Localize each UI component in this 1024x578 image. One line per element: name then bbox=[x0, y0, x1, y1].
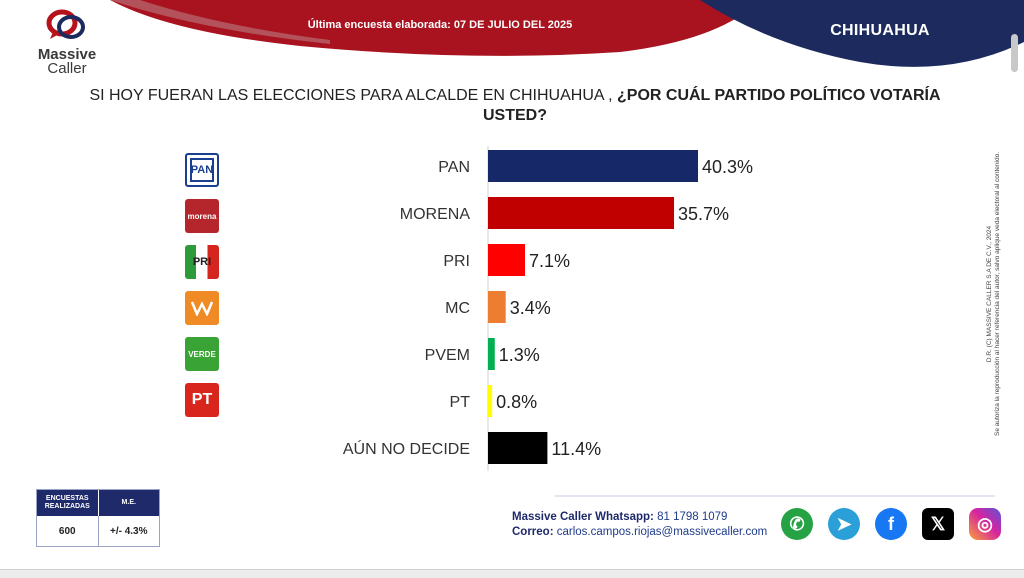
massive-caller-logo: Massive Caller bbox=[30, 8, 104, 80]
value-label: 3.4% bbox=[510, 298, 551, 318]
stats-header-margin: M.E. bbox=[121, 499, 136, 506]
value-label: 1.3% bbox=[499, 345, 540, 365]
instagram-icon[interactable]: ◎ bbox=[969, 508, 1001, 540]
question-plain: SI HOY FUERAN LAS ELECCIONES PARA ALCALD… bbox=[89, 87, 617, 104]
category-label: PVEM bbox=[425, 347, 470, 364]
category-label: PAN bbox=[438, 159, 470, 176]
logo-line2: Caller bbox=[47, 60, 87, 77]
category-label: PRI bbox=[443, 253, 470, 270]
value-label: 7.1% bbox=[529, 251, 570, 271]
bar-mc bbox=[488, 291, 506, 323]
copyright-note: D.R. (C) MASSIVE CALLER S.A DE C.V., 202… bbox=[986, 114, 1001, 474]
telegram-icon[interactable]: ➤ bbox=[828, 508, 860, 540]
whatsapp-number[interactable]: 81 1798 1079 bbox=[657, 511, 728, 523]
category-label: PT bbox=[450, 394, 471, 411]
bar-pan bbox=[488, 150, 698, 182]
contact-info: Massive Caller Whatsapp: 81 1798 1079 Co… bbox=[512, 510, 767, 540]
whatsapp-label: Massive Caller Whatsapp: bbox=[512, 511, 654, 523]
email-address[interactable]: carlos.campos.riojas@massivecaller.com bbox=[556, 526, 768, 538]
survey-date: Última encuesta elaborada: 07 DE JULIO D… bbox=[307, 19, 573, 31]
value-label: 35.7% bbox=[678, 204, 729, 224]
email-label: Correo: bbox=[512, 526, 554, 538]
survey-stats-table: ENCUESTAS REALIZADAS M.E. 600 +/- 4.3% bbox=[36, 489, 160, 547]
bar-pri bbox=[488, 244, 525, 276]
pri-logo-icon: PRI bbox=[185, 245, 219, 279]
chart-title: SI HOY FUERAN LAS ELECCIONES PARA ALCALD… bbox=[80, 86, 950, 126]
category-label: MC bbox=[445, 300, 470, 317]
bar-a-n-no-decide bbox=[488, 432, 548, 464]
footer-divider bbox=[555, 495, 995, 497]
pvem-logo-icon: VERDE bbox=[185, 337, 219, 371]
pan-logo-icon: PAN bbox=[185, 153, 219, 187]
mc-logo-icon bbox=[185, 291, 219, 325]
header-band bbox=[110, 0, 1024, 67]
value-label: 11.4% bbox=[551, 439, 601, 459]
morena-logo-icon: morena bbox=[185, 199, 219, 233]
facebook-icon[interactable]: f bbox=[875, 508, 907, 540]
copyright-line1: D.R. (C) MASSIVE CALLER S.A DE C.V., 202… bbox=[986, 225, 993, 363]
stats-surveys-value: 600 bbox=[37, 516, 99, 546]
x-icon[interactable]: 𝕏 bbox=[922, 508, 954, 540]
value-label: 0.8% bbox=[496, 392, 537, 412]
category-label: MORENA bbox=[400, 206, 471, 223]
whatsapp-icon[interactable]: ✆ bbox=[781, 508, 813, 540]
bar-pvem bbox=[488, 338, 495, 370]
state-name: CHIHUAHUA bbox=[830, 22, 930, 39]
copyright-line2: Se autoriza la reproducción al hacer ref… bbox=[994, 152, 1001, 437]
logo-line1: Massive bbox=[37, 46, 97, 63]
question-bold: ¿POR CUÁL PARTIDO POLÍTICO VOTARÍA USTED… bbox=[483, 87, 941, 124]
pt-logo-icon: PT bbox=[185, 383, 219, 417]
scrollbar[interactable] bbox=[1011, 34, 1018, 72]
stats-header-surveys: ENCUESTAS REALIZADAS bbox=[37, 490, 99, 516]
stats-margin-value: +/- 4.3% bbox=[109, 525, 148, 537]
value-label: 40.3% bbox=[702, 157, 753, 177]
bar-pt bbox=[488, 385, 493, 417]
category-label: AÚN NO DECIDE bbox=[343, 439, 470, 458]
bar-morena bbox=[488, 197, 675, 229]
speech-bubbles-icon bbox=[46, 9, 85, 39]
